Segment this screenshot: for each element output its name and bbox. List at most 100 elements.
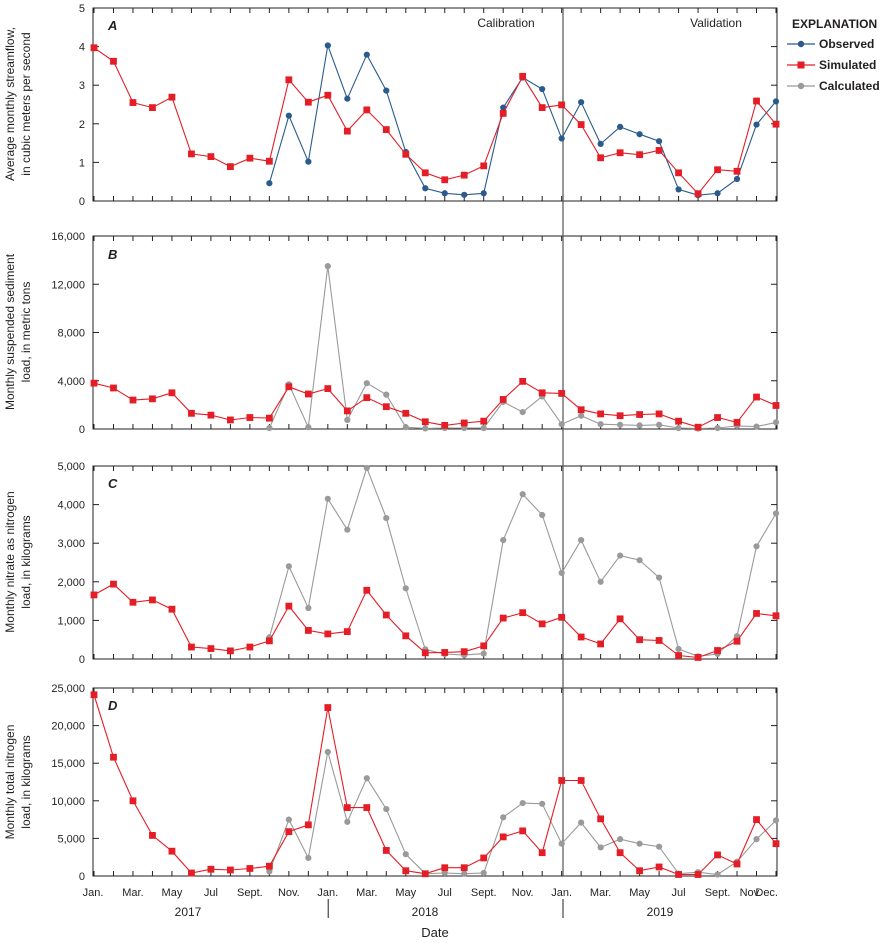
panel-a-observed-point xyxy=(655,138,663,145)
x-month-label: Jul xyxy=(672,887,686,899)
panel-b-simulated-point xyxy=(694,423,702,431)
panel-a-simulated-point xyxy=(285,76,293,84)
panel-c-simulated-point xyxy=(304,627,312,634)
panel-c-simulated-point xyxy=(149,596,156,604)
panel-b-calculated-point xyxy=(578,412,585,419)
panel-c-simulated-point xyxy=(772,612,780,620)
panel-a-ytick-label: 0 xyxy=(79,196,85,208)
panel-a-simulated-point xyxy=(675,169,682,177)
panel-a-observed-point xyxy=(461,191,468,198)
panel-d-calculated-point xyxy=(753,836,760,843)
panel-a-observed-point xyxy=(539,85,546,93)
panel-a-simulated-point xyxy=(90,44,98,52)
panel-d-ylabel: Monthly total nitrogen load, in kilogram… xyxy=(3,725,33,840)
panel-d-calculated-point xyxy=(714,871,721,878)
x-month-label: Jan. xyxy=(317,887,338,899)
panel-a-observed-point xyxy=(558,135,565,142)
panel-d-calculated-point xyxy=(441,869,448,877)
panel-c-simulated-point xyxy=(207,645,215,652)
panel-c-letter: C xyxy=(108,476,118,491)
x-month-label: Sept. xyxy=(471,887,497,899)
x-month-label: Sept. xyxy=(237,887,263,899)
panel-b-simulated-point xyxy=(363,394,371,402)
panel-d-ytick-label: 5,000 xyxy=(57,833,85,845)
panel-a-simulated-point xyxy=(538,104,546,111)
panel-a-simulated-point xyxy=(558,101,566,109)
panel-c-calculated-point xyxy=(519,491,526,498)
panel-a-observed-point xyxy=(675,186,682,193)
panel-c-calculated-point xyxy=(578,537,585,544)
panel-a-ylabel-line1: Average monthly streamflow, xyxy=(3,27,17,181)
panel-c-simulated-point xyxy=(519,609,527,617)
panel-b-calculated-point xyxy=(480,424,487,432)
panel-c-ylabel-line2: load, in kilograms xyxy=(19,515,33,608)
panel-a-ytick-label: 3 xyxy=(79,80,85,92)
panel-c-simulated-point xyxy=(265,637,273,645)
panel-c-simulated-point xyxy=(714,647,721,654)
panel-b-ytick-label: 0 xyxy=(79,424,85,436)
panel-d-simulated-point xyxy=(402,867,410,875)
panel-d-simulated-point xyxy=(343,804,351,811)
panel-c-simulated-point xyxy=(324,630,332,638)
panel-c-simulated-point xyxy=(363,586,371,594)
panel-d-calculated-point xyxy=(402,851,409,858)
panel-c-calculated-point xyxy=(617,552,624,559)
panel-a-simulated-point xyxy=(460,171,468,179)
panel-d-simulated-point xyxy=(616,849,624,857)
panel-c-ytick-label: 5,000 xyxy=(57,461,85,473)
legend: EXPLANATION Observed Simulated Calculate… xyxy=(787,17,880,93)
panel-d-simulated-point xyxy=(480,854,488,862)
panel-d-calculated-point xyxy=(558,840,565,847)
panel-c-ytick-label: 0 xyxy=(79,654,85,666)
panel-c-simulated-point xyxy=(753,610,760,617)
calibration-label: Calibration xyxy=(477,16,534,30)
panel-b-calculated-point xyxy=(305,424,312,431)
panel-a-simulated-point xyxy=(753,97,760,105)
panel-c-simulated-point xyxy=(402,632,410,640)
panel-c-calculated-point xyxy=(402,585,409,592)
panel-b-calculated-point xyxy=(266,424,273,432)
panel-a-ytick-label: 2 xyxy=(79,119,85,131)
panel-a-simulated-point xyxy=(402,150,410,158)
panel-d-simulated-point xyxy=(675,871,682,878)
panel-a-observed-point xyxy=(441,190,448,197)
panel-d-calculated-point xyxy=(363,775,370,782)
panel-c-calculated-point xyxy=(480,650,487,657)
panel-c-simulated-point xyxy=(636,636,643,644)
x-month-label: May xyxy=(162,887,183,899)
panel-d-simulated-point xyxy=(188,869,195,877)
panel-c-simulated-point xyxy=(246,643,254,651)
panel-b-simulated-point xyxy=(227,416,234,424)
panel-a-simulated-point xyxy=(149,104,156,111)
panel-d-calculated-point xyxy=(519,799,526,807)
panel-b-calculated-point xyxy=(617,421,624,428)
panel-b-simulated-point xyxy=(655,410,663,418)
panel-b-ylabel-line2: load, in metric tons xyxy=(19,282,33,383)
panel-c-calculated-point xyxy=(305,604,312,612)
panel-b-simulated-point xyxy=(772,402,780,409)
panel-d-simulated-point xyxy=(519,827,527,835)
panel-b-simulated-point xyxy=(402,409,410,417)
panel-a-simulated-point xyxy=(772,120,780,128)
panel-c-ylabel: Monthly nitrate as nitrogen load, in kil… xyxy=(3,491,33,632)
panel-a-observed-point xyxy=(266,180,273,187)
panel-a-simulated-point xyxy=(519,72,527,80)
panel-d-simulated-point xyxy=(265,862,273,870)
panel-b-calculated-point xyxy=(344,416,351,424)
panel-d-simulated-point xyxy=(694,871,702,878)
panel-a-observed-point xyxy=(636,131,643,138)
panel-c-simulated-point xyxy=(421,649,429,657)
panel-d-calculated-point xyxy=(500,814,507,821)
panel-b-calculated-point xyxy=(402,424,409,431)
panel-a-ylabel: Average monthly streamflow, in cubic met… xyxy=(3,27,33,181)
panel-a-observed-point xyxy=(363,51,370,58)
panel-a-ytick-label: 4 xyxy=(79,42,85,54)
panel-b-ytick-label: 8,000 xyxy=(57,328,85,340)
panel-b-simulated-point xyxy=(577,406,585,414)
x-month-label: May xyxy=(629,887,650,899)
panel-b-ylabel-line1: Monthly suspended sediment xyxy=(3,253,17,410)
panel-a-letter: A xyxy=(107,18,117,33)
panel-c-simulated-point xyxy=(733,637,741,645)
panel-c-calculated-point xyxy=(558,569,565,577)
